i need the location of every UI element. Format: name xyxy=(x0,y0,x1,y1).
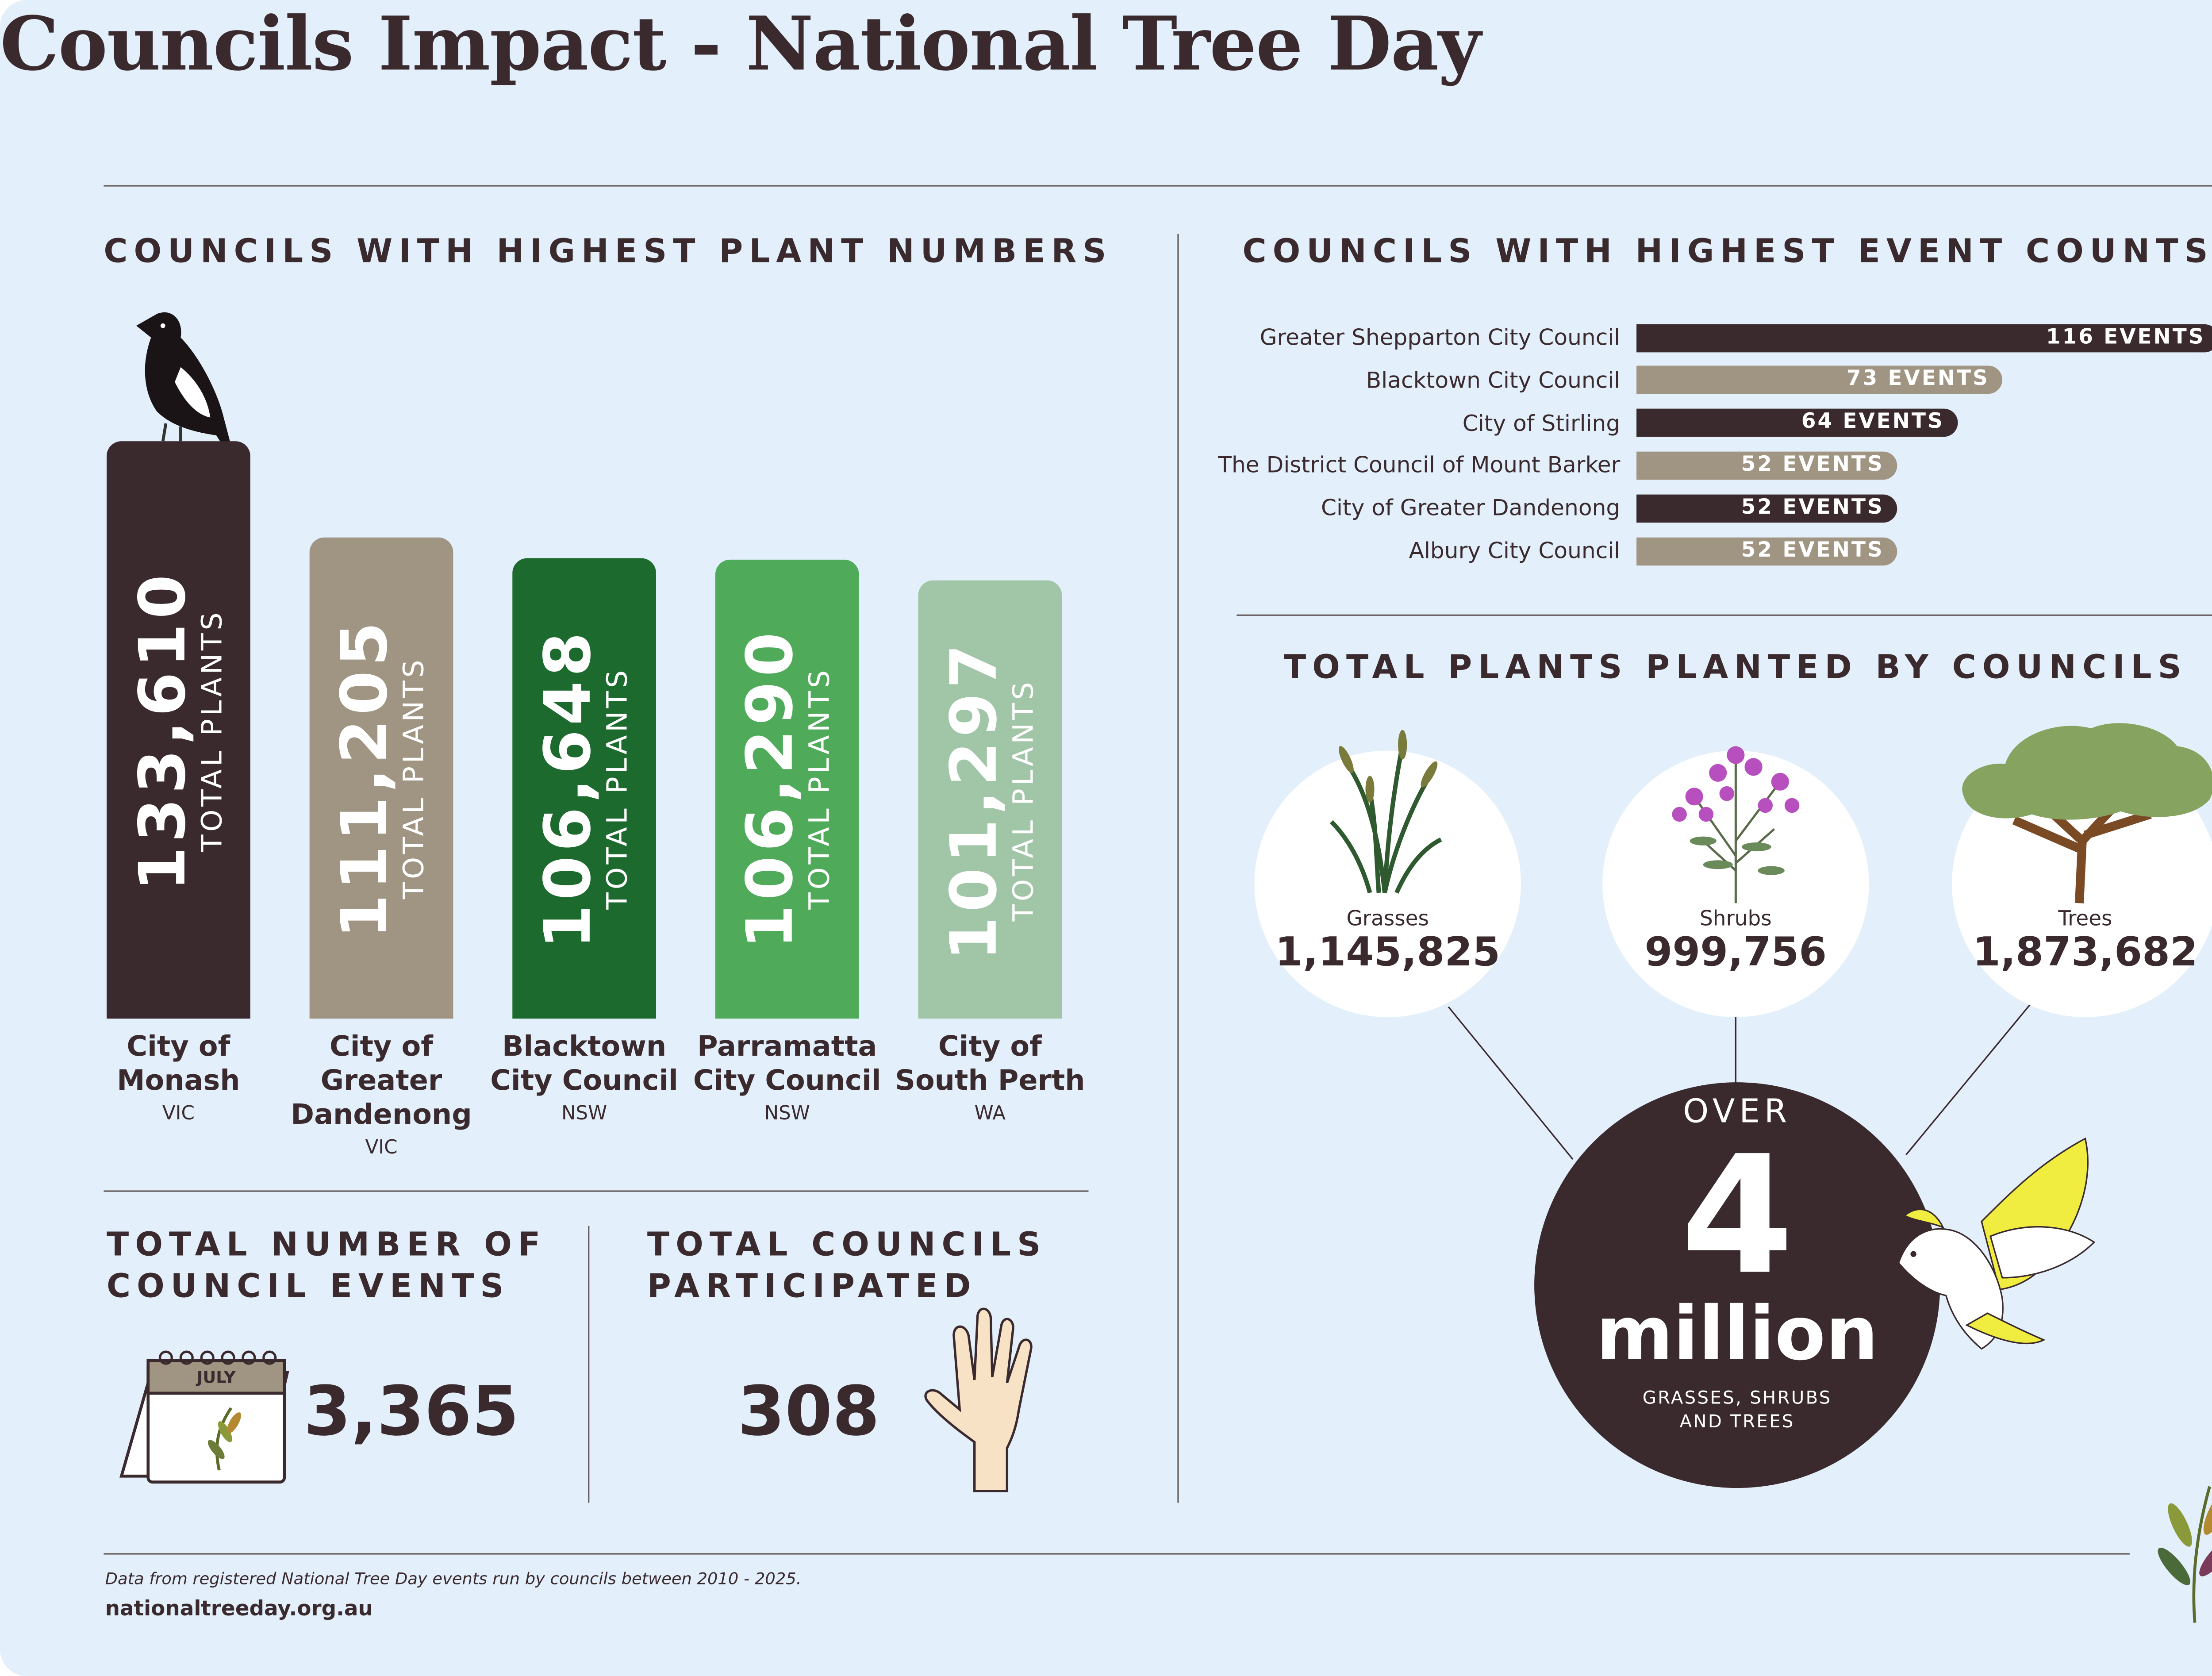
section-title: COUNCILS WITH HIGHEST PLANT NUMBERS xyxy=(104,234,1113,271)
total-prefix: OVER xyxy=(1683,1094,1792,1131)
bar-caption: TOTAL PLANTS xyxy=(803,668,836,910)
calendar-icon xyxy=(119,1350,289,1484)
bar: 133,610 TOTAL PLANTS xyxy=(107,441,250,1019)
bar: 101,297 TOTAL PLANTS xyxy=(918,580,1062,1019)
category-state: WA xyxy=(974,1103,1006,1126)
category-name: City of South Perth xyxy=(895,1030,1085,1097)
divider xyxy=(588,1226,590,1503)
category-name: City of Monash xyxy=(117,1030,240,1097)
plant-name: Trees xyxy=(2058,907,2112,931)
total-circle: OVER 4 million GRASSES, SHRUBS AND TREES xyxy=(1534,1082,1940,1488)
plant-name: Shrubs xyxy=(1700,907,1772,931)
section-title: TOTAL PLANTS PLANTED BY COUNCILS xyxy=(1284,650,2188,687)
section-title: COUNCILS WITH HIGHEST EVENT COUNTS xyxy=(1242,234,2212,271)
bar-caption: TOTAL PLANTS xyxy=(1006,678,1039,921)
bar-caption: TOTAL PLANTS xyxy=(397,657,430,900)
rule xyxy=(1237,614,2212,616)
bar: 111,205 TOTAL PLANTS xyxy=(309,538,453,1019)
stat-title: TOTAL COUNCILS PARTICIPATED xyxy=(647,1227,1047,1306)
category-name: Parramatta City Council xyxy=(693,1030,881,1097)
bar-value-label: 101,297 xyxy=(937,639,1011,961)
bar-value-label: 133,610 xyxy=(125,569,200,891)
title: Councils Impact - National Tree Day xyxy=(0,0,1481,88)
category-state: NSW xyxy=(561,1103,607,1126)
bar: 106,290 TOTAL PLANTS xyxy=(715,559,859,1019)
bar-caption: TOTAL PLANTS xyxy=(195,608,227,851)
bar-value-label: 52 EVENTS xyxy=(1741,538,1884,562)
bar: 52 EVENTS xyxy=(1636,451,1897,480)
grasses-icon xyxy=(1329,730,1442,894)
category-label: City of Stirling xyxy=(1462,409,1621,436)
category-name: City of Greater Dandenong xyxy=(291,1030,472,1131)
category-label: City of Monash VIC xyxy=(78,1030,279,1130)
bar-value-label: 106,290 xyxy=(733,628,808,949)
footer-url: nationaltreeday.org.au xyxy=(105,1597,373,1622)
category-name: Blacktown City Council xyxy=(490,1030,678,1097)
category-state: NSW xyxy=(764,1103,810,1126)
rule xyxy=(104,1553,2130,1555)
bar-value-label: 52 EVENTS xyxy=(1741,495,1884,519)
bar-caption: TOTAL PLANTS xyxy=(600,667,634,910)
plant-value: 1,873,682 xyxy=(1972,930,2198,976)
category-label: Blacktown City Council xyxy=(1366,367,1621,394)
bar-label-group: 133,610 TOTAL PLANTS xyxy=(107,441,250,1019)
category-state: VIC xyxy=(162,1103,195,1126)
stat-value: 308 xyxy=(737,1371,880,1451)
total-unit: million xyxy=(1596,1291,1878,1377)
tree-icon xyxy=(1962,723,2212,903)
connector xyxy=(1448,1006,1574,1160)
bar: 73 EVENTS xyxy=(1636,366,2003,395)
bar: 64 EVENTS xyxy=(1636,408,1958,437)
category-label: City of South Perth WA xyxy=(889,1030,1091,1130)
hand-icon xyxy=(924,1307,1033,1492)
bar-label-group: 101,297 TOTAL PLANTS xyxy=(918,581,1062,1019)
leaf-icon xyxy=(2158,1486,2212,1623)
rule xyxy=(104,185,2212,187)
calendar-label: JULY xyxy=(196,1368,236,1388)
category-label: Albury City Council xyxy=(1409,537,1621,564)
category-label: Parramatta City Council NSW xyxy=(687,1030,888,1130)
magpie-icon xyxy=(136,312,237,468)
rule xyxy=(104,1190,1089,1192)
bar-label-group: 106,290 TOTAL PLANTS xyxy=(715,559,859,1019)
bar-value-label: 116 EVENTS xyxy=(2046,325,2205,349)
plant-value: 999,756 xyxy=(1644,930,1827,976)
bar: 52 EVENTS xyxy=(1636,494,1897,523)
connector xyxy=(1905,1002,2033,1156)
category-label: Greater Shepparton City Council xyxy=(1260,324,1621,351)
footnote: Data from registered National Tree Day e… xyxy=(105,1569,802,1589)
bar-label-group: 111,205 TOTAL PLANTS xyxy=(310,538,453,1019)
category-label: City of Greater Dandenong xyxy=(1321,495,1621,522)
category-state: VIC xyxy=(365,1137,398,1160)
plant-name: Grasses xyxy=(1346,907,1429,931)
bar-value-label: 64 EVENTS xyxy=(1801,410,1944,434)
shrubs-icon xyxy=(1672,746,1800,903)
total-number: 4 xyxy=(1680,1121,1794,1311)
stat-value: 3,365 xyxy=(303,1371,519,1451)
bar: 106,648 TOTAL PLANTS xyxy=(512,557,656,1019)
divider xyxy=(1177,234,1179,1503)
bar-value-label: 73 EVENTS xyxy=(1846,367,1989,392)
bar-value-label: 52 EVENTS xyxy=(1741,453,1884,477)
category-label: City of Greater Dandenong VIC xyxy=(280,1030,482,1164)
plant-value: 1,145,825 xyxy=(1275,930,1501,976)
bar-value-label: 111,205 xyxy=(328,618,402,939)
category-label: The District Council of Mount Barker xyxy=(1218,452,1621,479)
bar-value-label: 106,648 xyxy=(531,627,605,949)
cockatoo-icon xyxy=(1893,1137,2096,1350)
bar-label-group: 106,648 TOTAL PLANTS xyxy=(512,557,656,1019)
total-caption: GRASSES, SHRUBS AND TREES xyxy=(1642,1387,1832,1432)
bar: 116 EVENTS xyxy=(1636,323,2212,352)
stat-title: TOTAL NUMBER OF COUNCIL EVENTS xyxy=(107,1227,547,1306)
bar: 52 EVENTS xyxy=(1636,537,1897,565)
category-label: Blacktown City Council NSW xyxy=(484,1030,685,1130)
